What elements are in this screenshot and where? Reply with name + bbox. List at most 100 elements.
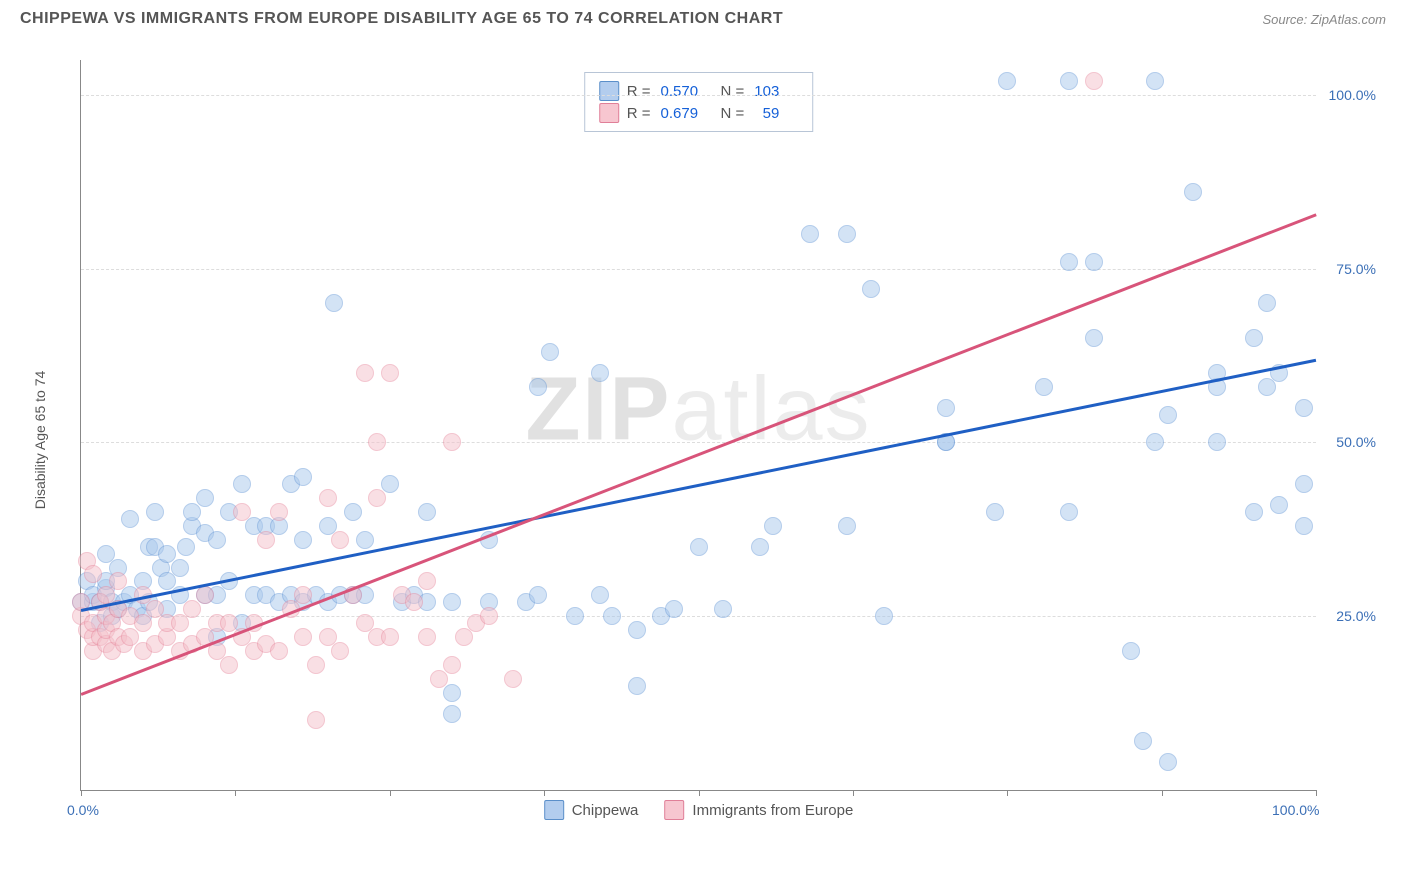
data-point: [1258, 378, 1276, 396]
y-axis-label: Disability Age 65 to 74: [32, 371, 48, 510]
data-point: [325, 294, 343, 312]
data-point: [1184, 183, 1202, 201]
stat-n-label: N =: [721, 83, 745, 100]
data-point: [418, 572, 436, 590]
data-point: [331, 531, 349, 549]
data-point: [801, 225, 819, 243]
data-point: [1085, 329, 1103, 347]
data-point: [294, 531, 312, 549]
data-point: [294, 468, 312, 486]
data-point: [307, 656, 325, 674]
data-point: [1134, 732, 1152, 750]
x-tick-mark: [853, 790, 854, 796]
data-point: [294, 628, 312, 646]
data-point: [443, 656, 461, 674]
data-point: [541, 343, 559, 361]
data-point: [208, 531, 226, 549]
stat-n-label: N =: [721, 105, 745, 122]
stats-row: R =0.679N = 59: [599, 103, 799, 123]
data-point: [628, 621, 646, 639]
data-point: [1060, 72, 1078, 90]
x-tick-mark: [235, 790, 236, 796]
data-point: [665, 600, 683, 618]
data-point: [196, 586, 214, 604]
data-point: [628, 677, 646, 695]
data-point: [134, 614, 152, 632]
legend-swatch: [664, 800, 684, 820]
stat-n-value: 59: [754, 105, 798, 122]
data-point: [1245, 503, 1263, 521]
data-point: [529, 586, 547, 604]
data-point: [443, 705, 461, 723]
trend-line: [81, 213, 1317, 695]
data-point: [381, 364, 399, 382]
stat-r-value: 0.570: [661, 83, 705, 100]
plot-area: ZIPatlas R =0.570N =103R =0.679N = 59 Ch…: [80, 60, 1316, 791]
data-point: [84, 565, 102, 583]
data-point: [368, 489, 386, 507]
legend-swatch: [599, 81, 619, 101]
data-point: [1060, 253, 1078, 271]
y-tick-label: 75.0%: [1336, 261, 1376, 277]
data-point: [986, 503, 1004, 521]
data-point: [1208, 433, 1226, 451]
data-point: [1159, 753, 1177, 771]
data-point: [171, 559, 189, 577]
gridline: [81, 269, 1316, 270]
bottom-legend: Chippewa Immigrants from Europe: [544, 800, 854, 820]
data-point: [109, 572, 127, 590]
data-point: [751, 538, 769, 556]
data-point: [368, 433, 386, 451]
data-point: [196, 489, 214, 507]
data-point: [764, 517, 782, 535]
data-point: [1295, 475, 1313, 493]
stats-row: R = 0.570 N = 103: [599, 81, 799, 101]
data-point: [443, 684, 461, 702]
x-tick-mark: [81, 790, 82, 796]
data-point: [233, 475, 251, 493]
data-point: [257, 531, 275, 549]
data-point: [838, 225, 856, 243]
data-point: [1295, 517, 1313, 535]
data-point: [171, 614, 189, 632]
trend-line: [81, 359, 1316, 612]
data-point: [838, 517, 856, 535]
data-point: [480, 607, 498, 625]
legend-item: Immigrants from Europe: [664, 800, 853, 820]
legend-item: Chippewa: [544, 800, 639, 820]
data-point: [603, 607, 621, 625]
stat-r-label: R =: [627, 83, 651, 100]
data-point: [356, 531, 374, 549]
stat-r-label: R =: [627, 105, 651, 122]
data-point: [443, 593, 461, 611]
data-point: [1146, 433, 1164, 451]
legend-swatch: [544, 800, 564, 820]
data-point: [1270, 496, 1288, 514]
data-point: [331, 642, 349, 660]
x-tick-label: 100.0%: [1272, 802, 1319, 818]
data-point: [1245, 329, 1263, 347]
gridline: [81, 616, 1316, 617]
legend-swatch: [599, 103, 619, 123]
chart-container: Disability Age 65 to 74 ZIPatlas R =0.57…: [50, 50, 1380, 830]
data-point: [307, 711, 325, 729]
data-point: [443, 433, 461, 451]
data-point: [1122, 642, 1140, 660]
watermark: ZIPatlas: [525, 359, 871, 462]
legend-label: Chippewa: [572, 802, 639, 819]
data-point: [177, 538, 195, 556]
gridline: [81, 442, 1316, 443]
watermark-atlas: atlas: [671, 360, 871, 460]
source-label: Source: ZipAtlas.com: [1262, 12, 1386, 27]
x-tick-label: 0.0%: [67, 802, 99, 818]
data-point: [405, 593, 423, 611]
data-point: [862, 280, 880, 298]
x-tick-mark: [1316, 790, 1317, 796]
data-point: [381, 628, 399, 646]
data-point: [714, 600, 732, 618]
data-point: [566, 607, 584, 625]
data-point: [1035, 378, 1053, 396]
stat-n-value: 103: [754, 83, 798, 100]
data-point: [591, 586, 609, 604]
data-point: [1060, 503, 1078, 521]
